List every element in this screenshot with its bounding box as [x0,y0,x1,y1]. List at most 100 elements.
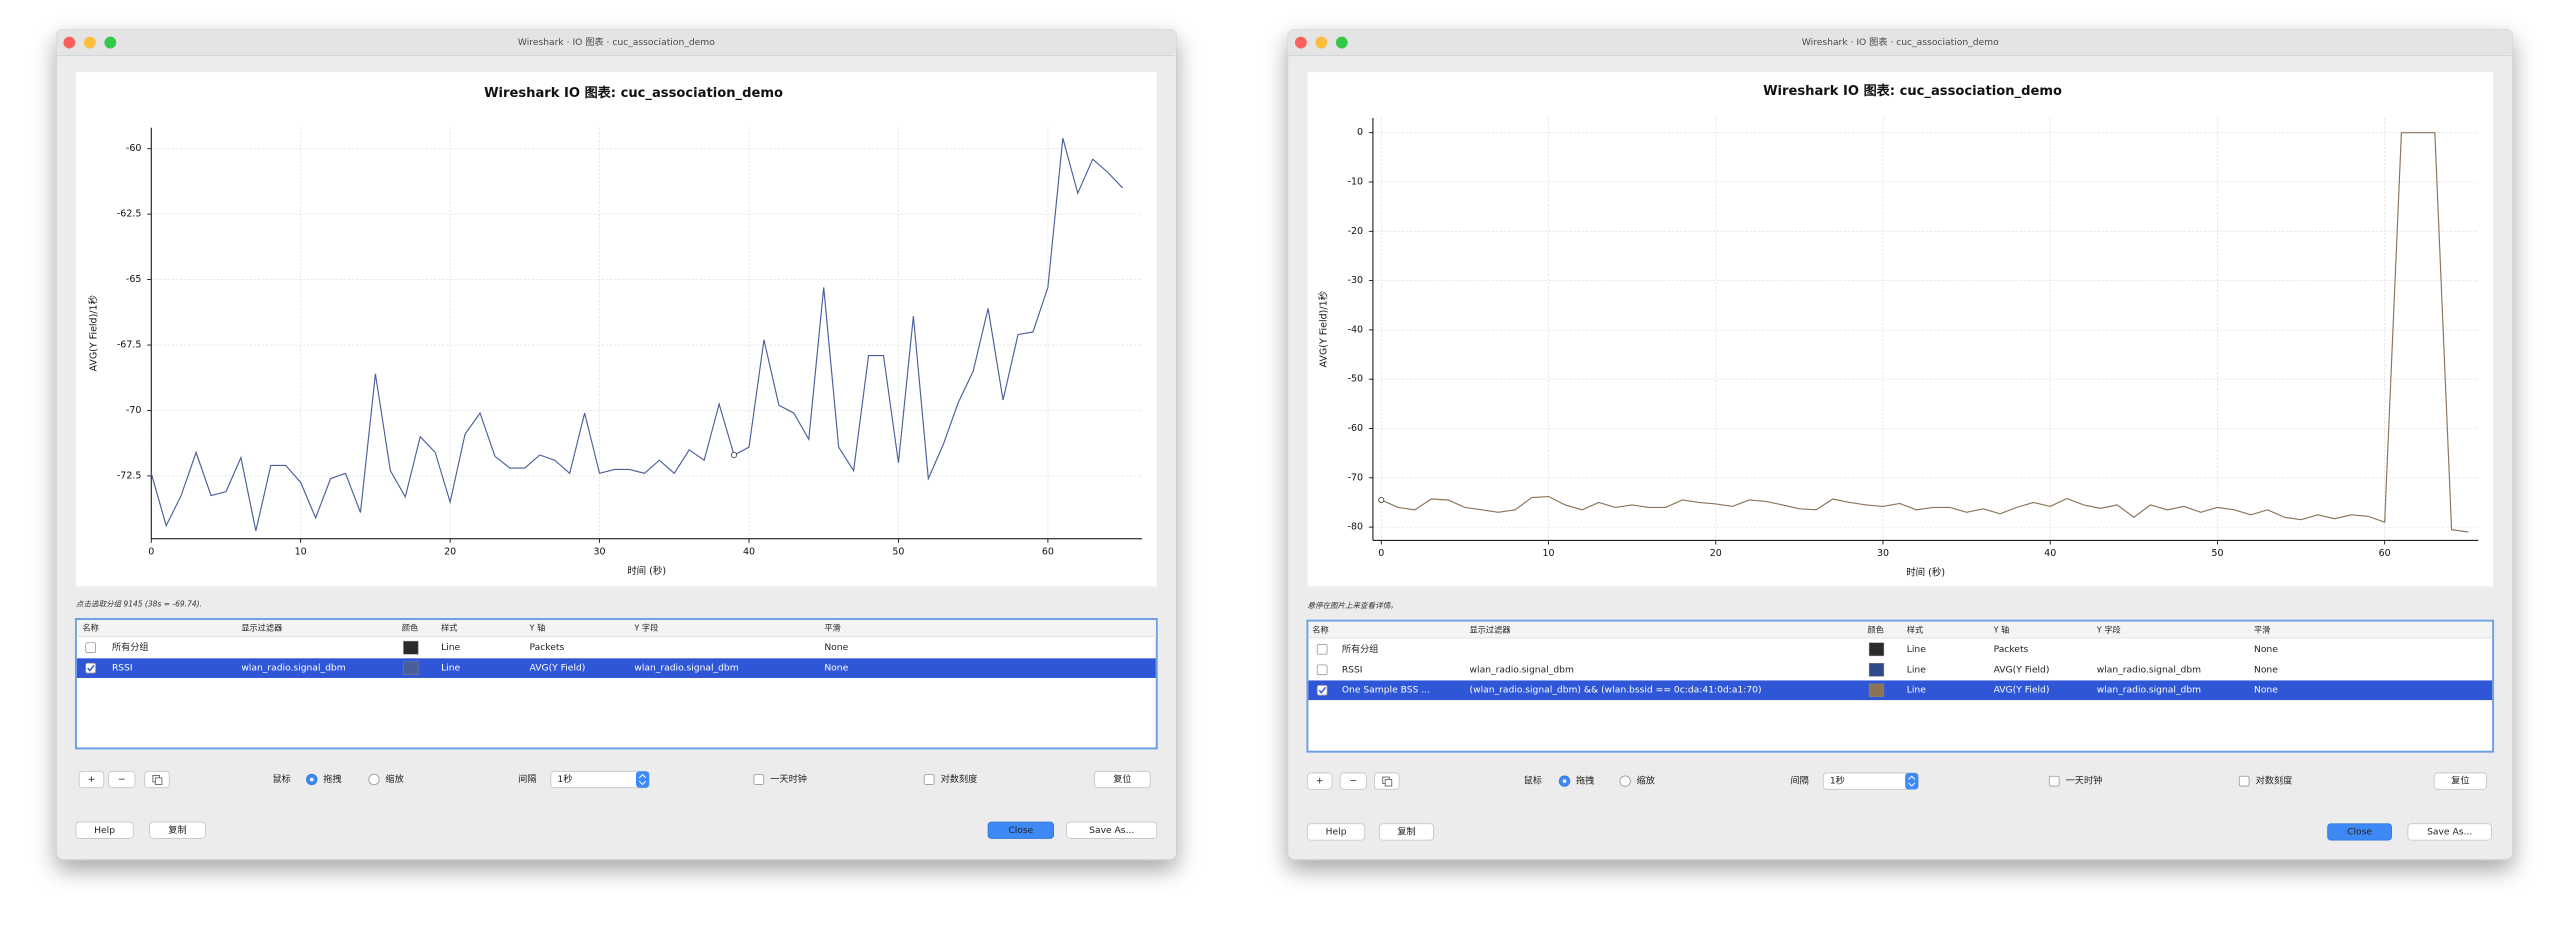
x-axis-label: 时间 (秒) [1906,567,1945,579]
help-button-label: Help [94,825,115,836]
remove-button[interactable] [1339,772,1367,790]
help-button[interactable] [75,821,134,839]
checkbox[interactable] [85,642,96,654]
y-tick-label: -65 [126,274,142,285]
chart-title: Wireshark IO 图表: cuc_association_demo [1763,82,2062,99]
reset-button-label: 复位 [2451,775,2469,787]
remove-button[interactable] [108,770,136,789]
selected-row[interactable] [1308,680,2493,701]
copy-button[interactable] [149,821,206,839]
chart-panel [1307,72,2494,587]
y-tick-label: 0 [1357,127,1363,138]
checkbox[interactable] [1316,643,1328,655]
drag-label: 拖拽 [1576,775,1594,787]
x-tick-label: 30 [594,546,606,557]
checkbox[interactable] [1316,664,1328,676]
row-name: 所有分组 [1342,643,1379,655]
chart-panel [75,72,1157,587]
column-header: 显示过滤器 [241,623,282,633]
column-header: Y 字段 [633,623,658,633]
reset-button[interactable] [1094,770,1151,789]
zoom-light[interactable] [1335,36,1348,49]
close-button[interactable] [987,821,1055,839]
close-light[interactable] [1294,36,1307,49]
hover-marker [731,451,738,459]
combo-arrow[interactable] [635,771,650,788]
add-button[interactable] [1307,772,1333,790]
status-text: 点击选取分组 9145 (38s = -69.74). [76,599,202,608]
table-header [76,620,1156,637]
combo-arrow-icon [638,773,647,786]
row-color[interactable] [1868,662,1885,677]
copy-icon [154,777,163,785]
zoom-light[interactable] [104,36,117,49]
checkbox[interactable] [2048,775,2060,787]
combo-arrow[interactable] [1905,772,1919,790]
interval-value: 1秒 [1830,775,1845,787]
row-name: RSSI [1342,664,1363,675]
row-color[interactable] [403,640,419,655]
row-y-axis: Packets [530,642,565,653]
remove-button-label: − [1349,776,1357,787]
copy-button[interactable] [1379,823,1434,841]
x-tick-label: 10 [1542,548,1554,559]
y-tick-label: -50 [1348,374,1364,385]
checkbox[interactable] [85,662,96,674]
interval-label: 间隔 [1791,775,1809,787]
window: Wireshark · IO 图表 · cuc_association_demo… [55,29,1177,861]
checkbox[interactable] [1316,684,1328,696]
column-header: 名称 [82,623,98,633]
close-button[interactable] [2327,823,2392,841]
radio-dot [1562,779,1567,783]
row-name: One Sample BSS ... [1342,685,1430,696]
save-as-button[interactable] [1066,821,1158,839]
row-name: RSSI [112,663,133,674]
save-as-button[interactable] [2407,823,2492,841]
row-y-field: wlan_radio.signal_dbm [2097,664,2201,675]
row-name: 所有分组 [112,641,149,653]
title-bar [56,29,1177,56]
copy-button-label: 复制 [1397,825,1415,837]
window-title: Wireshark · IO 图表 · cuc_association_demo [1802,36,1999,48]
save-as-button-label: Save As... [1089,825,1134,836]
row-color[interactable] [1868,683,1885,698]
close-light[interactable] [63,36,76,49]
check-mark [87,664,95,672]
y-tick-label: -60 [126,143,142,154]
reset-button-label: 复位 [1113,773,1131,785]
checkbox[interactable] [753,774,765,785]
row-y-axis: AVG(Y Field) [1994,685,2050,696]
radio[interactable] [368,773,380,786]
column-header: 显示过滤器 [1470,624,1511,634]
radio[interactable] [1619,775,1631,787]
row-filter: wlan_radio.signal_dbm [241,663,345,674]
combo-arrow-icon [1908,775,1916,787]
row-smoothing: None [824,663,848,674]
selected-row[interactable] [76,658,1156,678]
y-tick-label: -62.5 [117,209,142,220]
x-tick-label: 40 [743,546,755,557]
help-button[interactable] [1307,823,1366,841]
checkbox[interactable] [2238,775,2250,787]
x-tick-label: 50 [2211,548,2223,559]
help-button-label: Help [1326,826,1347,837]
y-tick-label: -67.5 [117,340,142,351]
minimize-light[interactable] [1315,36,1328,49]
zoom-label: 缩放 [385,773,403,785]
x-axis-label: 时间 (秒) [627,565,666,577]
row-color[interactable] [1868,642,1885,657]
x-tick-label: 20 [444,546,456,557]
row-style: Line [1907,685,1926,696]
row-color[interactable] [403,661,419,675]
close-button-label: Close [2347,826,2372,837]
add-button[interactable] [78,770,105,789]
radio-dot [309,777,314,782]
minimize-light[interactable] [83,36,96,49]
reset-button[interactable] [2433,772,2487,790]
graph-table [74,618,1158,750]
checkbox[interactable] [923,774,935,785]
x-tick-label: 0 [148,546,154,557]
row-style: Line [441,663,460,674]
column-header: Y 字段 [2096,624,2121,634]
